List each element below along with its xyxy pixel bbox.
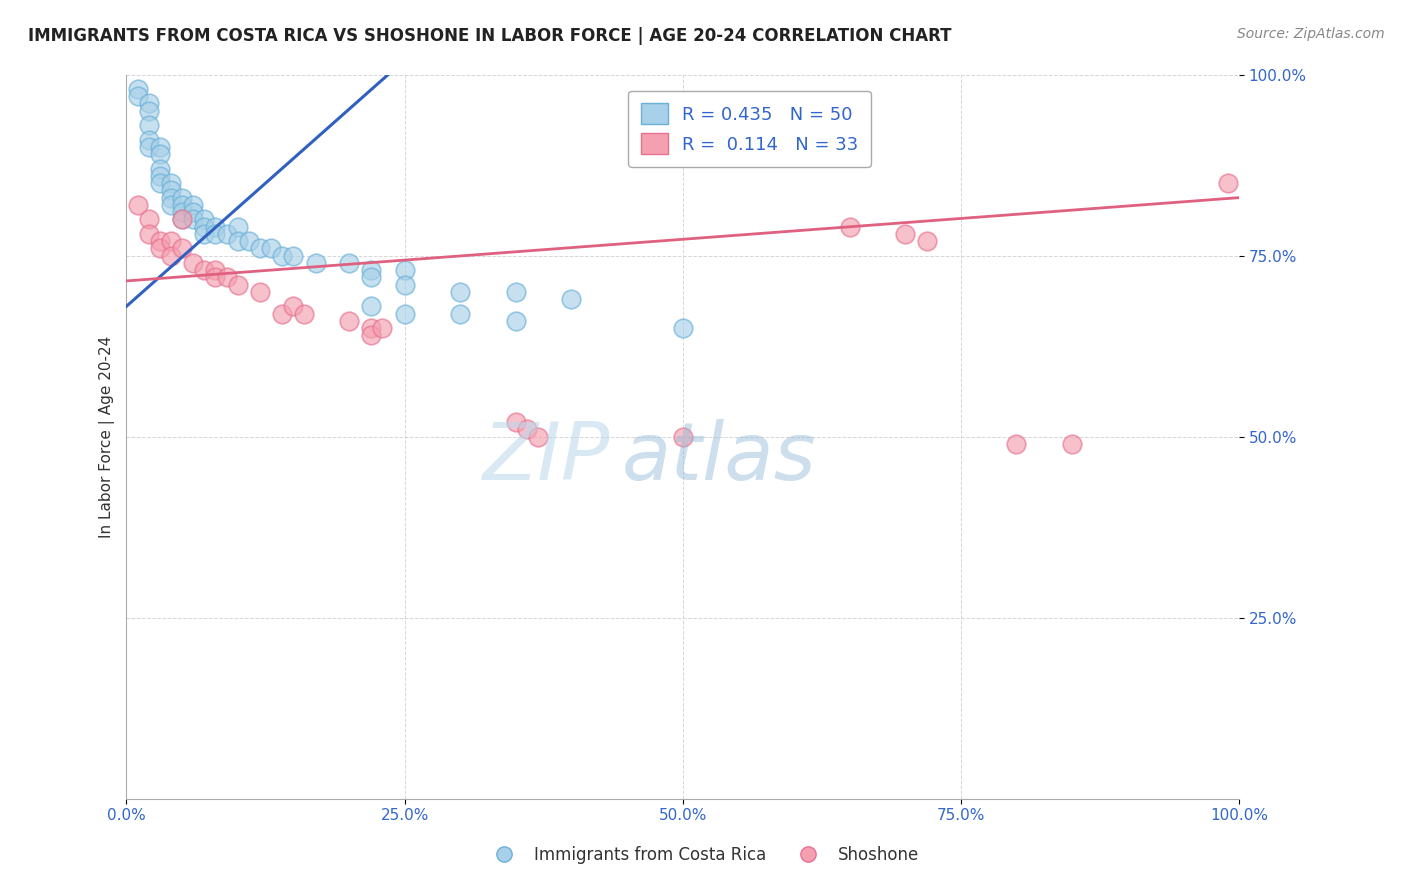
Point bbox=[149, 176, 172, 190]
Point bbox=[181, 205, 204, 219]
Point bbox=[193, 219, 215, 234]
Point bbox=[394, 277, 416, 292]
Point bbox=[294, 306, 316, 320]
Point bbox=[838, 219, 860, 234]
Point bbox=[181, 198, 204, 212]
Point bbox=[127, 198, 149, 212]
Point bbox=[172, 191, 194, 205]
Point bbox=[449, 285, 471, 299]
Point bbox=[672, 321, 695, 335]
Point bbox=[360, 328, 382, 343]
Point bbox=[560, 292, 582, 306]
Point bbox=[371, 321, 394, 335]
Text: atlas: atlas bbox=[621, 419, 817, 498]
Point bbox=[360, 321, 382, 335]
Point bbox=[172, 205, 194, 219]
Point bbox=[181, 212, 204, 227]
Point bbox=[283, 249, 305, 263]
Point bbox=[226, 234, 249, 248]
Point bbox=[304, 256, 326, 270]
Point bbox=[149, 161, 172, 176]
Point bbox=[204, 219, 226, 234]
Point bbox=[138, 96, 160, 111]
Point bbox=[449, 306, 471, 320]
Point bbox=[204, 270, 226, 285]
Point bbox=[1060, 437, 1083, 451]
Point bbox=[215, 227, 238, 241]
Point bbox=[172, 241, 194, 255]
Point bbox=[160, 183, 183, 197]
Point bbox=[226, 219, 249, 234]
Text: ZIP: ZIP bbox=[484, 419, 610, 498]
Point bbox=[917, 234, 939, 248]
Point bbox=[360, 299, 382, 313]
Text: IMMIGRANTS FROM COSTA RICA VS SHOSHONE IN LABOR FORCE | AGE 20-24 CORRELATION CH: IMMIGRANTS FROM COSTA RICA VS SHOSHONE I… bbox=[28, 27, 952, 45]
Point bbox=[505, 314, 527, 328]
Point bbox=[1005, 437, 1028, 451]
Point bbox=[204, 263, 226, 277]
Point bbox=[337, 314, 360, 328]
Point bbox=[149, 241, 172, 255]
Legend: Immigrants from Costa Rica, Shoshone: Immigrants from Costa Rica, Shoshone bbox=[481, 839, 925, 871]
Point bbox=[337, 256, 360, 270]
Point bbox=[172, 212, 194, 227]
Point bbox=[172, 198, 194, 212]
Point bbox=[360, 270, 382, 285]
Point bbox=[260, 241, 283, 255]
Point bbox=[394, 263, 416, 277]
Point bbox=[527, 430, 550, 444]
Point bbox=[138, 103, 160, 118]
Y-axis label: In Labor Force | Age 20-24: In Labor Force | Age 20-24 bbox=[100, 335, 115, 538]
Point bbox=[138, 212, 160, 227]
Point bbox=[138, 227, 160, 241]
Point bbox=[360, 263, 382, 277]
Point bbox=[193, 263, 215, 277]
Point bbox=[160, 249, 183, 263]
Point bbox=[204, 227, 226, 241]
Legend: R = 0.435   N = 50, R =  0.114   N = 33: R = 0.435 N = 50, R = 0.114 N = 33 bbox=[628, 91, 870, 167]
Point bbox=[505, 415, 527, 429]
Point bbox=[238, 234, 260, 248]
Point bbox=[149, 140, 172, 154]
Point bbox=[894, 227, 917, 241]
Text: Source: ZipAtlas.com: Source: ZipAtlas.com bbox=[1237, 27, 1385, 41]
Point bbox=[1216, 176, 1239, 190]
Point bbox=[160, 198, 183, 212]
Point bbox=[127, 89, 149, 103]
Point bbox=[226, 277, 249, 292]
Point bbox=[127, 82, 149, 96]
Point bbox=[138, 118, 160, 132]
Point bbox=[249, 285, 271, 299]
Point bbox=[283, 299, 305, 313]
Point bbox=[138, 133, 160, 147]
Point bbox=[160, 234, 183, 248]
Point bbox=[215, 270, 238, 285]
Point bbox=[149, 147, 172, 161]
Point bbox=[149, 234, 172, 248]
Point bbox=[160, 176, 183, 190]
Point bbox=[505, 285, 527, 299]
Point bbox=[516, 422, 538, 436]
Point bbox=[160, 191, 183, 205]
Point bbox=[172, 212, 194, 227]
Point bbox=[271, 306, 294, 320]
Point bbox=[149, 169, 172, 183]
Point bbox=[271, 249, 294, 263]
Point bbox=[672, 430, 695, 444]
Point bbox=[394, 306, 416, 320]
Point bbox=[193, 227, 215, 241]
Point bbox=[181, 256, 204, 270]
Point bbox=[193, 212, 215, 227]
Point bbox=[138, 140, 160, 154]
Point bbox=[249, 241, 271, 255]
